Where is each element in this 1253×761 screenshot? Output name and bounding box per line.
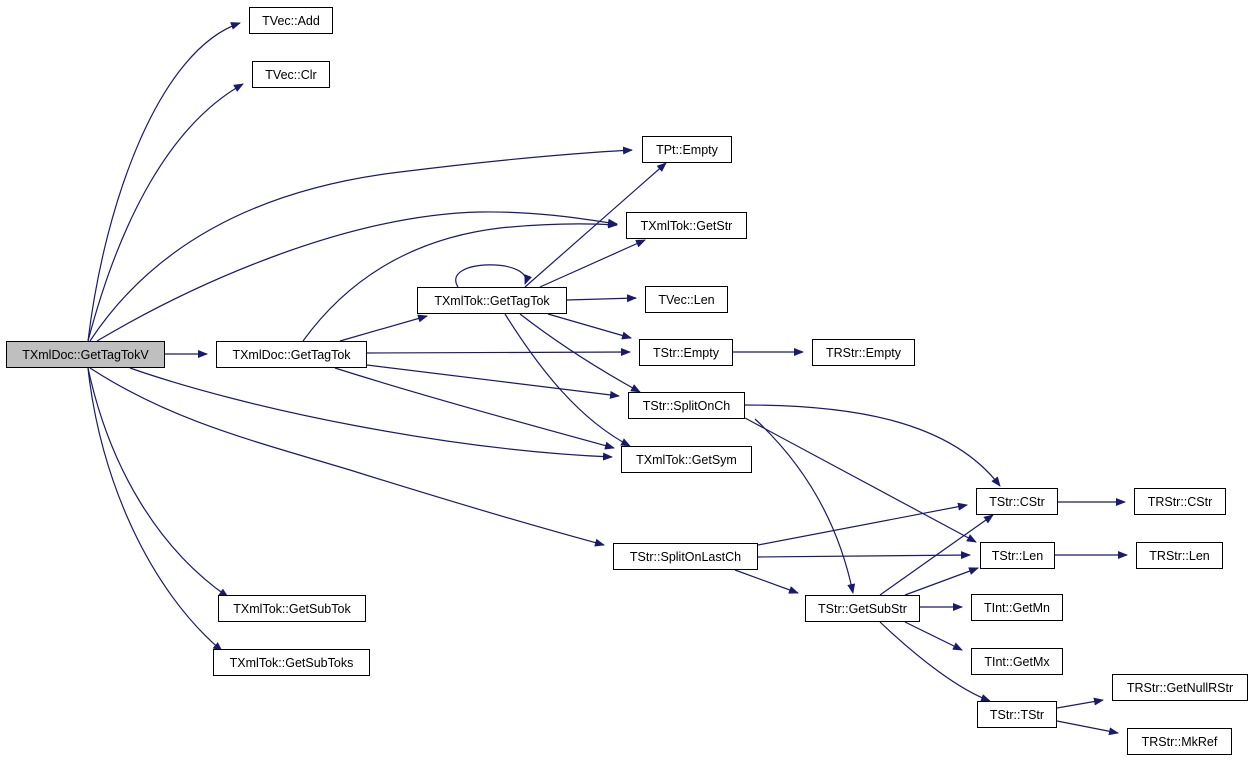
edge-root-to-vecadd [87, 22, 241, 342]
edge-tokgettagtok-to-tokgetstr [539, 239, 646, 288]
edge-splitonch-to-getsubstr [754, 418, 856, 594]
edge-root-to-ptempty [89, 146, 633, 342]
edge-root-to-getsubtok [87, 367, 229, 598]
edge-tokgettagtok-to-splitonch [519, 313, 641, 393]
node-tokgettagtok[interactable]: TXmlTok::GetTagTok [417, 287, 567, 314]
node-getsubtok[interactable]: TXmlTok::GetSubTok [218, 595, 366, 622]
edge-getsubstr-to-strtstr [879, 621, 991, 702]
edge-root-to-getsubtoks [87, 367, 223, 652]
edge-docgettagtok-to-tokgettagtok [339, 314, 428, 342]
edge-splitonlastch-to-strcstr [757, 502, 968, 546]
edge-docgettagtok-to-strempty [366, 348, 631, 357]
edge-root-to-getsym [129, 367, 613, 461]
edge-splitonlastch-to-getsubstr [734, 569, 799, 594]
edge-getsubstr-to-intgetmx [904, 621, 963, 651]
node-docgettagtok[interactable]: TXmlDoc::GetTagTok [216, 341, 367, 368]
edge-splitonch-to-strcstr [744, 404, 1001, 487]
edge-getsubstr-to-strlen [904, 567, 979, 596]
edge-root-to-vecclr [87, 83, 244, 342]
node-ptempty[interactable]: TPt::Empty [642, 136, 732, 163]
node-mkref[interactable]: TRStr::MkRef [1127, 728, 1232, 755]
node-strcstr[interactable]: TStr::CStr [976, 488, 1058, 515]
node-getsubstr[interactable]: TStr::GetSubStr [805, 595, 920, 622]
node-strtstr[interactable]: TStr::TStr [977, 701, 1057, 728]
node-veclen[interactable]: TVec::Len [645, 286, 728, 313]
node-rstrlen[interactable]: TRStr::Len [1136, 542, 1223, 569]
edge-strtstr-to-mkref [1056, 720, 1119, 736]
node-strlen[interactable]: TStr::Len [980, 542, 1055, 569]
node-tokgetstr[interactable]: TXmlTok::GetStr [626, 212, 747, 239]
node-intgetmn[interactable]: TInt::GetMn [971, 594, 1063, 621]
node-rstrempty[interactable]: TRStr::Empty [812, 339, 915, 366]
edge-docgettagtok-to-tokgetstr [302, 220, 618, 342]
node-rstrcstr[interactable]: TRStr::CStr [1134, 488, 1226, 515]
edge-docgettagtok-to-getsym [334, 367, 615, 450]
edge-getsubstr-to-strcstr [879, 514, 994, 596]
edge-tokgettagtok-to-tokgettagtok [455, 264, 532, 288]
node-getsubtoks[interactable]: TXmlTok::GetSubToks [213, 649, 370, 676]
node-vecclr[interactable]: TVec::Clr [252, 61, 330, 88]
edge-strtstr-to-getnullrstr [1056, 697, 1104, 709]
edge-tokgettagtok-to-getsym [504, 313, 631, 447]
node-splitonlastch[interactable]: TStr::SplitOnLastCh [613, 543, 758, 570]
edge-root-to-tokgetstr [96, 211, 618, 342]
node-strempty[interactable]: TStr::Empty [639, 339, 733, 366]
node-splitonch[interactable]: TStr::SplitOnCh [628, 392, 745, 419]
node-getsym[interactable]: TXmlTok::GetSym [621, 446, 752, 473]
edge-docgettagtok-to-splitonch [366, 364, 620, 399]
edge-root-to-splitonlastch [89, 367, 605, 547]
edge-splitonlastch-to-strlen [757, 551, 971, 560]
edge-tokgettagtok-to-veclen [566, 294, 637, 303]
edge-tokgettagtok-to-strempty [547, 313, 632, 340]
edge-tokgettagtok-to-ptempty [524, 162, 667, 288]
node-root[interactable]: TXmlDoc::GetTagTokV [6, 341, 165, 368]
edge-splitonch-to-strlen [744, 417, 977, 543]
node-vecadd[interactable]: TVec::Add [249, 7, 333, 34]
node-getnullrstr[interactable]: TRStr::GetNullRStr [1112, 674, 1248, 701]
node-intgetmx[interactable]: TInt::GetMx [971, 648, 1063, 675]
